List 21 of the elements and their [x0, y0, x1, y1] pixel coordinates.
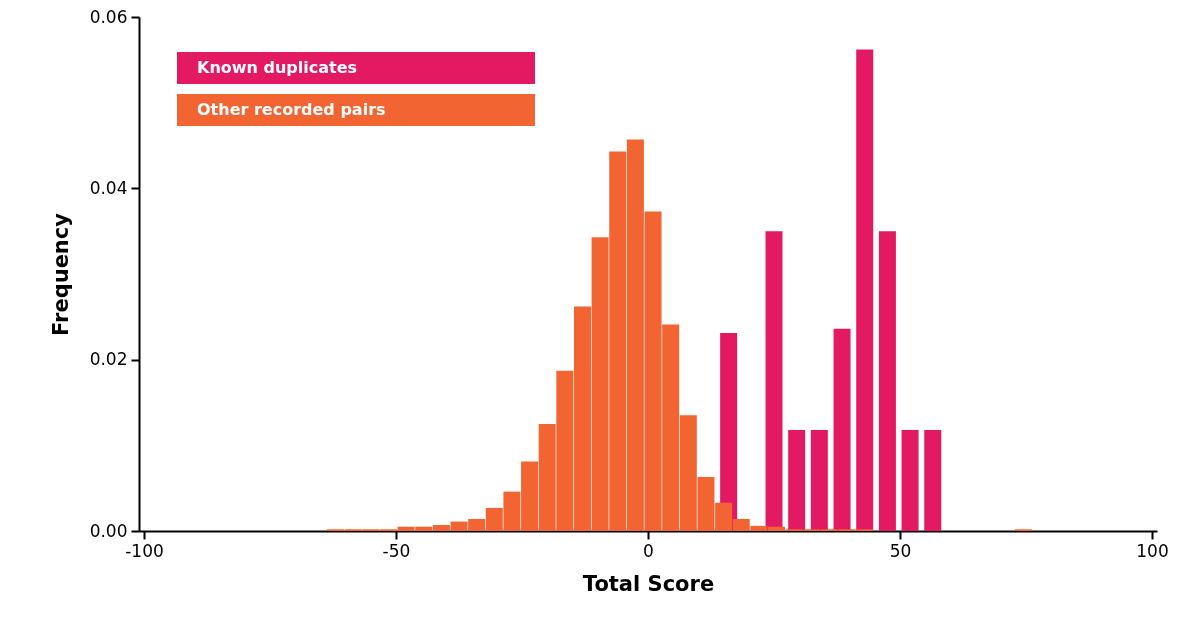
text: Other recorded pairs: [197, 100, 386, 119]
x-tick-label: -100: [125, 540, 164, 561]
x-tick-label: -50: [382, 540, 411, 561]
y-tick-label: 0.00: [89, 520, 128, 541]
bar: [901, 429, 919, 531]
y-tick-label: 0.02: [89, 349, 128, 370]
y-tick-label: 0.06: [89, 6, 128, 27]
bar: [810, 429, 828, 531]
x-axis-title: Total Score: [582, 571, 715, 596]
bar: [856, 49, 874, 531]
x-tick-label: 0: [643, 540, 654, 561]
x-tick-label: 50: [889, 540, 912, 561]
x-tick-label: 100: [1136, 540, 1169, 561]
y-axis-title: Frequency: [48, 212, 73, 336]
text: Known duplicates: [197, 58, 358, 77]
bar: [878, 231, 896, 531]
y-tick-label: 0.04: [89, 177, 128, 198]
bar: [833, 328, 851, 531]
bar: [765, 231, 783, 531]
bar: [924, 429, 942, 531]
bar: [788, 429, 806, 531]
